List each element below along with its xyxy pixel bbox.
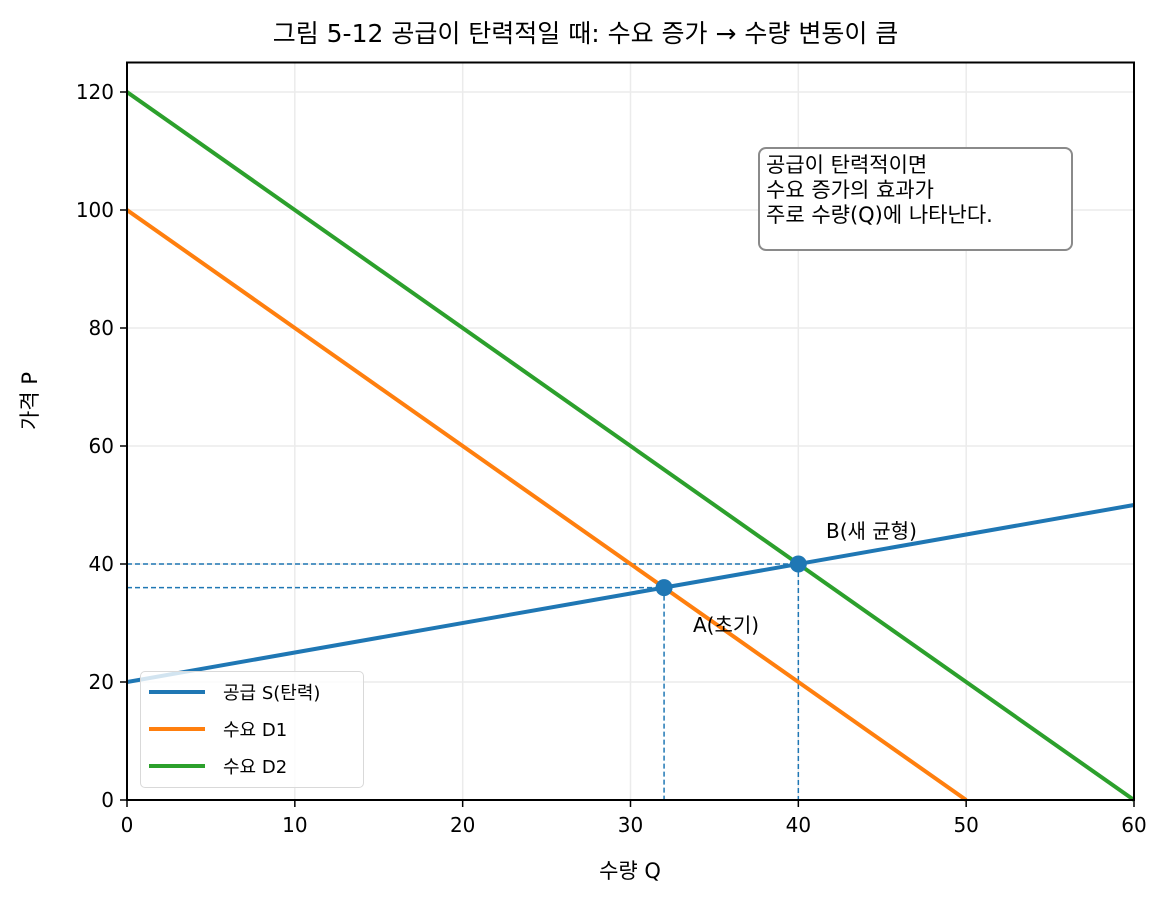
x-tick-label: 10 [282, 813, 307, 837]
x-tick-label: 40 [786, 813, 811, 837]
y-tick-label: 120 [76, 80, 114, 104]
equilibrium-point-0 [655, 579, 673, 597]
y-tick-label: 80 [89, 316, 114, 340]
legend: 공급 S(탄력) 수요 D1 수요 D2 [140, 671, 364, 788]
point-b-label: B(새 균형) [826, 519, 917, 543]
legend-swatch-supply [149, 690, 205, 694]
point-a-label: A(초기) [693, 613, 760, 637]
legend-item-demand-d2: 수요 D2 [149, 751, 287, 781]
x-tick-label: 20 [450, 813, 475, 837]
x-tick-label: 50 [953, 813, 978, 837]
legend-swatch-d1 [149, 727, 205, 731]
legend-item-supply: 공급 S(탄력) [149, 677, 320, 707]
y-tick-label: 0 [101, 788, 114, 812]
x-axis-label: 수량 Q [599, 859, 661, 883]
y-tick-label: 20 [89, 670, 114, 694]
series-line-1 [125, 208, 968, 802]
legend-label: 공급 S(탄력) [223, 683, 321, 704]
legend-item-demand-d1: 수요 D1 [149, 714, 287, 744]
chart-title: 그림 5-12 공급이 탄력적일 때: 수요 증가 → 수량 변동이 큼 [272, 19, 899, 48]
y-tick-label: 60 [89, 434, 114, 458]
x-tick-label: 60 [1121, 813, 1146, 837]
legend-label: 수요 D2 [223, 757, 288, 778]
equilibrium-point-1 [789, 555, 807, 573]
series-line-2 [125, 90, 1136, 802]
legend-label: 수요 D1 [223, 720, 288, 741]
legend-swatch-d2 [149, 764, 205, 768]
series-line-0 [126, 503, 1135, 684]
y-tick-label: 40 [89, 552, 114, 576]
y-tick-label: 100 [76, 198, 114, 222]
x-tick-label: 0 [121, 813, 134, 837]
y-axis-label: 가격 P [18, 372, 42, 430]
annotation-box: 공급이 탄력적이면 수요 증가의 효과가 주로 수량(Q)에 나타난다. [758, 147, 1073, 251]
x-tick-label: 30 [618, 813, 643, 837]
